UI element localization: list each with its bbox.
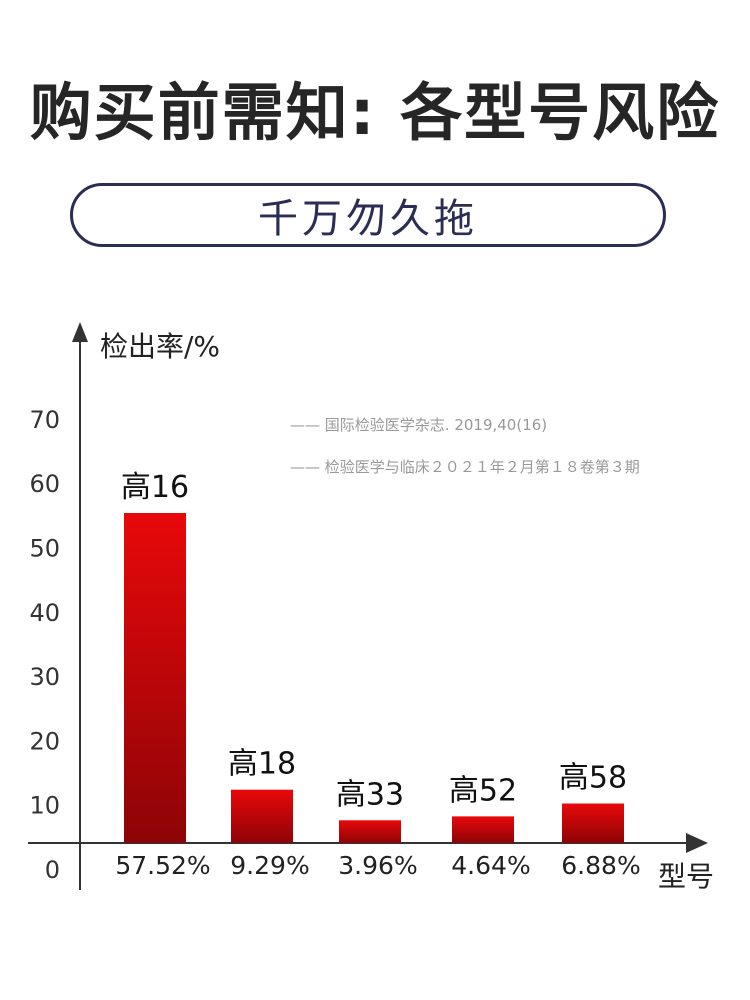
bar	[452, 816, 514, 843]
bar-category-label: 高33	[336, 777, 404, 812]
bar-category-label: 高58	[559, 761, 627, 796]
source-line-1: —— 国际检验医学杂志. 2019,40(16)	[290, 416, 547, 434]
bar-value-label: 57.52%	[115, 851, 210, 880]
page-title: 购买前需知: 各型号风险	[29, 76, 721, 149]
y-tick-label: 50	[29, 535, 60, 563]
x-axis-label: 型号	[658, 860, 714, 893]
bar	[231, 789, 293, 843]
y-tick-label: 10	[29, 792, 60, 820]
bar	[124, 513, 186, 843]
bar-category-label: 高52	[449, 773, 517, 808]
subtitle-text: 千万勿久拖	[258, 196, 478, 242]
y-tick-label: 20	[29, 727, 60, 755]
y-tick-label: 60	[29, 470, 60, 498]
bar-value-label: 3.96%	[338, 851, 417, 880]
bar-value-label: 6.88%	[561, 851, 640, 880]
x-axis-arrow-icon	[686, 833, 708, 853]
bar-value-label: 4.64%	[451, 851, 530, 880]
y-tick-label: 40	[29, 599, 60, 627]
y-tick-label: 70	[29, 406, 60, 434]
y-tick-label: 0	[45, 856, 60, 884]
y-axis-label: 检出率/%	[100, 330, 220, 363]
subtitle-banner: 千万勿久拖	[70, 183, 666, 247]
source-line-2: —— 检验医学与临床２０２１年２月第１８卷第３期	[290, 458, 640, 476]
y-tick-label: 30	[29, 663, 60, 691]
bar-series: 高16 57.52% 高18 9.29% 高33 3.96% 高52 4.64% 高58 6.88…	[115, 470, 640, 880]
bar-value-label: 9.29%	[230, 851, 309, 880]
bar-category-label: 高18	[228, 747, 296, 782]
y-axis-ticks: 0 10 20 30 40 50 60 70	[29, 406, 60, 884]
y-axis-arrow-icon	[72, 322, 88, 342]
bar-category-label: 高16	[121, 470, 189, 505]
bar	[562, 803, 624, 843]
bar	[339, 820, 401, 843]
